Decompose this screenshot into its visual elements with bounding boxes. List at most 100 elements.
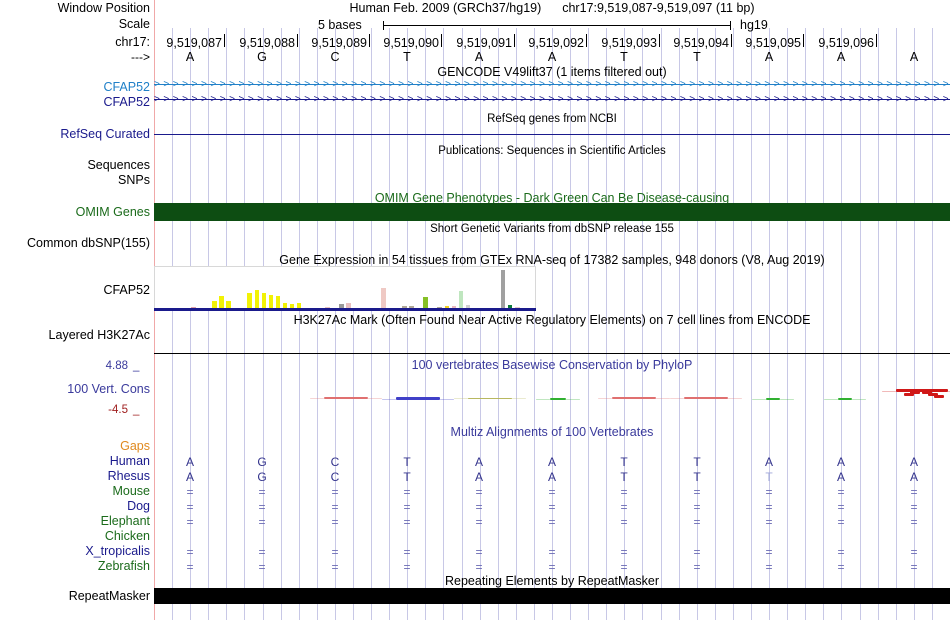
gtex-tissue-bar[interactable] (507, 305, 513, 310)
phylop-segment-tail (382, 399, 396, 400)
phylop-segment-tail (780, 399, 794, 400)
phylop-conservation-plot[interactable] (154, 357, 950, 409)
chromosome-label: chr17: (115, 35, 150, 49)
publications-sequences-label[interactable]: Sequences (87, 158, 150, 172)
gtex-tissue-bar[interactable] (409, 305, 414, 310)
omim-genes-label[interactable]: OMIM Genes (75, 205, 150, 219)
gencode-row1-label[interactable]: CFAP52 (103, 80, 150, 94)
ruler-tick (297, 34, 298, 47)
common-dbsnp-label[interactable]: Common dbSNP(155) (27, 236, 150, 250)
gtex-tissue-bar[interactable] (289, 304, 295, 310)
ruler-tick-label: 9,519,095 (745, 36, 801, 50)
multiz-species-label-dog[interactable]: Dog (127, 499, 150, 513)
multiz-alignment-cell: = (693, 485, 701, 499)
assembly-title: Human Feb. 2009 (GRCh37/hg19) (349, 1, 542, 15)
phylop-segment-tail (824, 399, 838, 400)
phylop-segment-tail (948, 391, 950, 392)
phylop-peak-slice (934, 395, 944, 398)
gtex-expression-chart[interactable] (154, 266, 536, 310)
h3k27ac-center-label: H3K27Ac Mark (Often Found Near Active Re… (293, 313, 811, 327)
omim-gene-block[interactable] (154, 203, 950, 221)
phylop-segment (550, 398, 566, 400)
multiz-alignment-cell: = (548, 500, 556, 514)
gtex-tissue-bar[interactable] (282, 302, 288, 310)
publications-snps-label[interactable]: SNPs (118, 173, 150, 187)
ruler-tick (731, 34, 732, 47)
multiz-alignment-cell: = (693, 500, 701, 514)
gencode-transcript-row-1[interactable]: >>>>>>>>>>>>>>>>>>>>>>>>>>>>>>>>>>>>>>>>… (154, 79, 950, 90)
gtex-tissue-bar[interactable] (261, 293, 267, 310)
phylop-segment-tail (852, 399, 866, 400)
multiz-alignment-cell: = (837, 485, 845, 499)
multiz-alignment-cell: = (620, 515, 628, 529)
multiz-alignment-cell: A (474, 455, 483, 469)
multiz-species-label-elephant[interactable]: Elephant (100, 514, 150, 528)
multiz-alignment-cell: = (620, 545, 628, 559)
multiz-alignment-cell: = (475, 560, 483, 574)
gencode-center-label: GENCODE V49lift37 (1 items filtered out) (437, 65, 667, 79)
scale-bar (383, 21, 731, 30)
multiz-species-label-chicken[interactable]: Chicken (104, 529, 150, 543)
multiz-species-label-x_tropicalis[interactable]: X_tropicalis (85, 544, 150, 558)
gtex-tissue-bar[interactable] (338, 304, 344, 310)
refseq-feature-line[interactable] (154, 134, 950, 135)
multiz-alignment-cell: G (257, 455, 267, 469)
repeatmasker-label[interactable]: RepeatMasker (68, 589, 150, 603)
conservation-track-label[interactable]: 100 Vert. Cons (67, 382, 150, 396)
multiz-gaps-label[interactable]: Gaps (120, 439, 150, 453)
multiz-species-label-rhesus[interactable]: Rhesus (107, 469, 150, 483)
multiz-species-label-human[interactable]: Human (109, 454, 150, 468)
multiz-alignment-cell: = (765, 485, 773, 499)
phylop-segment-tail (656, 398, 670, 399)
gencode-transcript-row-2[interactable]: >>>>>>>>>>>>>>>>>>>>>>>>>>>>>>>>>>>>>>>>… (154, 94, 950, 105)
gtex-tissue-bar[interactable] (423, 296, 429, 310)
gtex-tissue-bar[interactable] (275, 295, 281, 310)
conservation-axis-max-dash: _ (133, 360, 140, 372)
ruler-tick-label: 9,519,087 (166, 36, 222, 50)
gtex-tissue-bar[interactable] (296, 303, 302, 310)
window-coordinates[interactable]: chr17:9,519,087-9,519,097 (11 bp) (562, 1, 755, 15)
gtex-tissue-bar[interactable] (381, 288, 386, 310)
multiz-alignment-cell: A (909, 470, 918, 484)
multiz-alignment-cell: A (185, 470, 194, 484)
gtex-tissue-bar[interactable] (268, 295, 274, 310)
gtex-tissue-bar[interactable] (500, 270, 506, 310)
gtex-gene-label[interactable]: CFAP52 (103, 283, 150, 297)
gtex-tissue-bar[interactable] (465, 304, 471, 310)
gtex-tissue-bar[interactable] (247, 292, 253, 310)
ruler-tick (514, 34, 515, 47)
multiz-alignment-cell: = (910, 515, 918, 529)
multiz-alignment-cell: = (548, 545, 556, 559)
ruler-base-letter: T (693, 50, 701, 64)
multiz-alignment-cell: = (186, 560, 194, 574)
layered-h3k27ac-label[interactable]: Layered H3K27Ac (48, 328, 150, 342)
gtex-tissue-bar[interactable] (458, 290, 464, 310)
phylop-segment (324, 397, 368, 399)
multiz-alignment-cell: = (331, 515, 339, 529)
gtex-tissue-bar[interactable] (346, 302, 351, 310)
multiz-species-label-mouse[interactable]: Mouse (112, 484, 150, 498)
ruler-base-letter: A (764, 50, 774, 64)
repeatmasker-block[interactable] (154, 588, 950, 604)
multiz-alignment-cell: = (837, 515, 845, 529)
ruler-tick-label: 9,519,090 (383, 36, 439, 50)
gencode-row2-label[interactable]: CFAP52 (103, 95, 150, 109)
multiz-alignment-cell: = (331, 560, 339, 574)
phylop-segment-tail (728, 398, 742, 399)
multiz-species-label-zebrafish[interactable]: Zebrafish (97, 559, 150, 573)
multiz-alignment-cell: T (693, 455, 701, 469)
gtex-tissue-bar[interactable] (254, 289, 260, 310)
refseq-curated-label[interactable]: RefSeq Curated (60, 127, 150, 141)
multiz-alignment-cell: = (186, 500, 194, 514)
gtex-tissue-bar[interactable] (212, 300, 217, 310)
gtex-tissue-bar[interactable] (219, 295, 224, 310)
ruler-base-letter: T (403, 50, 411, 64)
phylop-peak-slice (910, 391, 920, 394)
conservation-axis-min-dash: _ (133, 404, 140, 416)
phylop-segment-tail (752, 399, 766, 400)
phylop-segment-tail (368, 398, 382, 399)
multiz-alignment-cell: = (620, 485, 628, 499)
gtex-tissue-bar[interactable] (226, 301, 231, 310)
multiz-alignment-cell: T (765, 470, 773, 484)
phylop-segment-tail (440, 399, 454, 400)
